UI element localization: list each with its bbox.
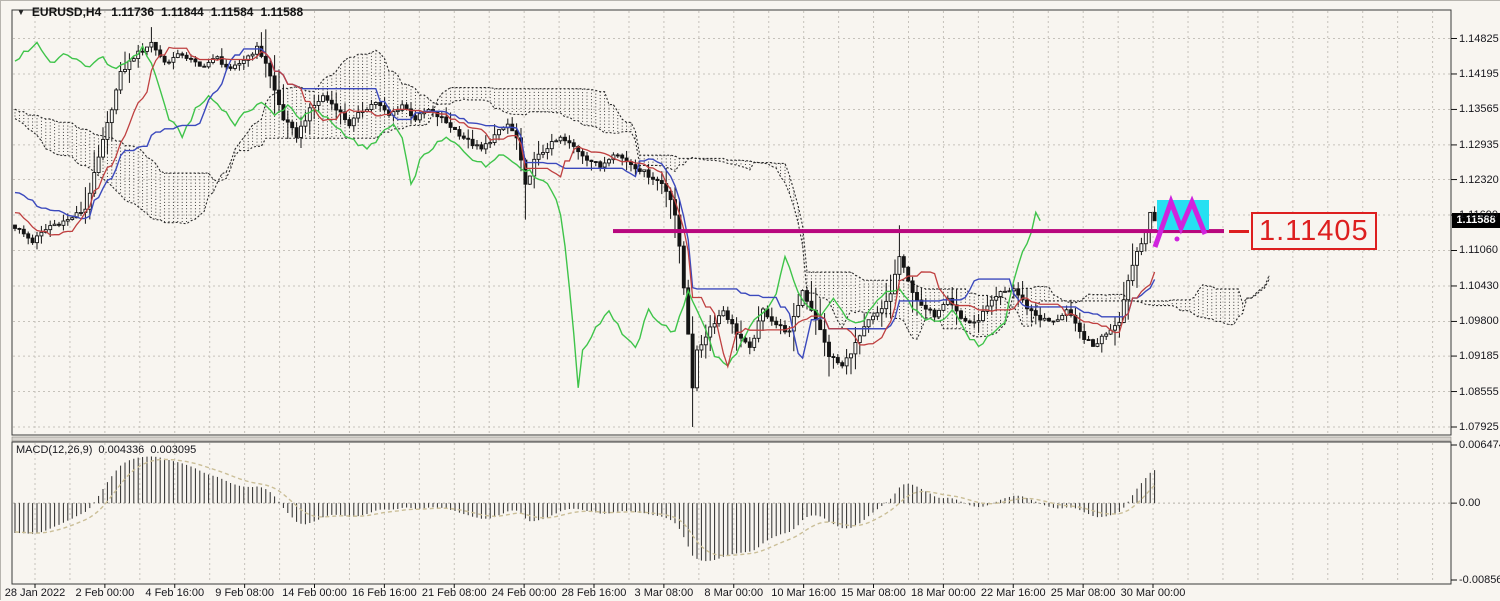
time-axis-label: 24 Feb 00:00 <box>491 587 557 599</box>
time-axis-label: 18 Mar 00:00 <box>910 587 976 599</box>
time-axis-label: 21 Feb 08:00 <box>421 587 487 599</box>
time-axis-label: 14 Feb 00:00 <box>282 587 347 599</box>
time-axis-label: 9 Feb 08:00 <box>215 587 274 599</box>
macd-axis-label: -0.00856 <box>1459 574 1500 586</box>
price-axis-label: 1.11690 <box>1459 209 1498 222</box>
price-axis-label: 1.14195 <box>1459 67 1499 80</box>
alert-price-dash <box>1229 229 1249 233</box>
chart-title-bar: ▼ EURUSD,H4 1.11736 1.11844 1.11584 1.11588 <box>17 5 310 19</box>
time-axis-label: 4 Feb 16:00 <box>145 587 205 599</box>
time-axis-label: 8 Mar 00:00 <box>704 587 764 599</box>
m-pattern-zigzag[interactable] <box>1152 194 1208 248</box>
price-axis-label: 1.08555 <box>1459 385 1499 398</box>
time-axis-label: 2 Feb 00:00 <box>75 587 135 599</box>
macd-signal-value: 0.003095 <box>150 444 197 456</box>
price-axis-label: 1.12935 <box>1459 138 1499 151</box>
macd-main-value: 0.004336 <box>98 444 145 456</box>
symbol-timeframe-label: EURUSD,H4 <box>31 5 102 19</box>
quote-open: 1.11736 <box>111 5 154 19</box>
price-axis-label: 1.09185 <box>1459 350 1499 363</box>
quote-close: 1.11588 <box>260 5 304 19</box>
quote-high: 1.11844 <box>161 5 204 19</box>
price-axis-label: 1.14825 <box>1459 32 1499 45</box>
price-axis-label: 1.12320 <box>1459 173 1499 186</box>
price-axis-label: 1.13565 <box>1459 103 1499 116</box>
quote-low: 1.11584 <box>210 5 254 19</box>
m-pattern-dot <box>1174 236 1180 242</box>
time-axis-label: 22 Mar 16:00 <box>980 587 1046 599</box>
time-axis-label: 25 Mar 08:00 <box>1050 587 1116 599</box>
chart-collapse-icon[interactable]: ▼ <box>17 8 25 17</box>
macd-indicator-label: MACD(12,26,9) 0.004336 0.003095 <box>16 444 202 456</box>
macd-axis-label: 0.00 <box>1459 497 1481 510</box>
price-axis-label: 1.10430 <box>1459 279 1499 292</box>
time-axis-label: 15 Mar 08:00 <box>841 587 906 599</box>
alert-horizontal-line[interactable] <box>613 229 1224 234</box>
time-axis-label: 28 Jan 2022 <box>4 587 66 599</box>
time-axis-label: 10 Mar 16:00 <box>771 587 837 599</box>
macd-name: MACD(12,26,9) <box>16 444 93 456</box>
current-price-tag: 1.11588 <box>1452 213 1500 229</box>
time-axis-label: 3 Mar 08:00 <box>634 587 694 599</box>
time-axis-label: 30 Mar 00:00 <box>1120 587 1186 599</box>
macd-axis-label: 0.006474 <box>1459 439 1500 451</box>
time-axis-label: 16 Feb 16:00 <box>351 587 417 599</box>
alert-price-label[interactable]: 1.11405 <box>1251 212 1377 251</box>
price-axis-label: 1.09800 <box>1459 315 1499 328</box>
price-axis-label: 1.07925 <box>1459 421 1499 433</box>
time-axis-label: 28 Feb 16:00 <box>561 587 627 599</box>
price-axis-label: 1.11060 <box>1459 244 1498 257</box>
